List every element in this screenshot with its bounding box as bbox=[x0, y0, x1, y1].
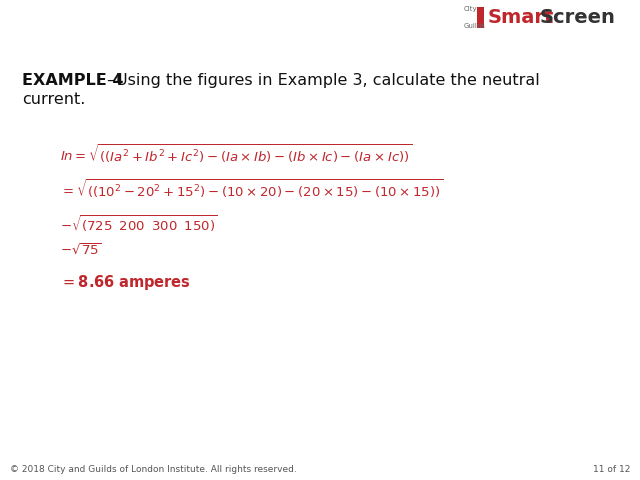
Text: current.: current. bbox=[22, 92, 85, 107]
Text: Electrical Installations (Buildings and Structures): Electrical Installations (Buildings and … bbox=[85, 11, 412, 24]
Text: $\mathit{In} = \sqrt{\left(\left(\mathit{Ia}^2 + \mathit{Ib}^2 + \mathit{Ic}^2\r: $\mathit{In} = \sqrt{\left(\left(\mathit… bbox=[60, 143, 412, 165]
Text: Level 3 Diploma in: Level 3 Diploma in bbox=[10, 11, 124, 24]
Bar bbox=[477, 7, 484, 28]
Text: –: – bbox=[102, 73, 120, 88]
Text: © 2018 City and Guilds of London Institute. All rights reserved.: © 2018 City and Guilds of London Institu… bbox=[10, 465, 296, 474]
Text: Smart: Smart bbox=[488, 8, 554, 27]
Text: $= \mathbf{8.66}\ \mathbf{amperes}$: $= \mathbf{8.66}\ \mathbf{amperes}$ bbox=[60, 273, 191, 292]
Text: Guilds: Guilds bbox=[464, 23, 486, 29]
Text: 11 of 12: 11 of 12 bbox=[593, 465, 630, 474]
Text: $-\sqrt{75}$: $-\sqrt{75}$ bbox=[60, 243, 102, 258]
Text: Screen: Screen bbox=[540, 8, 616, 27]
Text: Using the figures in Example 3, calculate the neutral: Using the figures in Example 3, calculat… bbox=[116, 73, 540, 88]
Text: $-\sqrt{(725 \;\; 200 \;\; 300 \;\; 150)}$: $-\sqrt{(725 \;\; 200 \;\; 300 \;\; 150)… bbox=[60, 213, 218, 234]
Text: EXAMPLE 4: EXAMPLE 4 bbox=[22, 73, 124, 88]
Text: City: City bbox=[464, 6, 477, 12]
Text: $= \sqrt{\left(\left(10^2 - 20^2 + 15^2\right) - \left(10 \times 20\right) - \le: $= \sqrt{\left(\left(10^2 - 20^2 + 15^2\… bbox=[60, 178, 444, 200]
